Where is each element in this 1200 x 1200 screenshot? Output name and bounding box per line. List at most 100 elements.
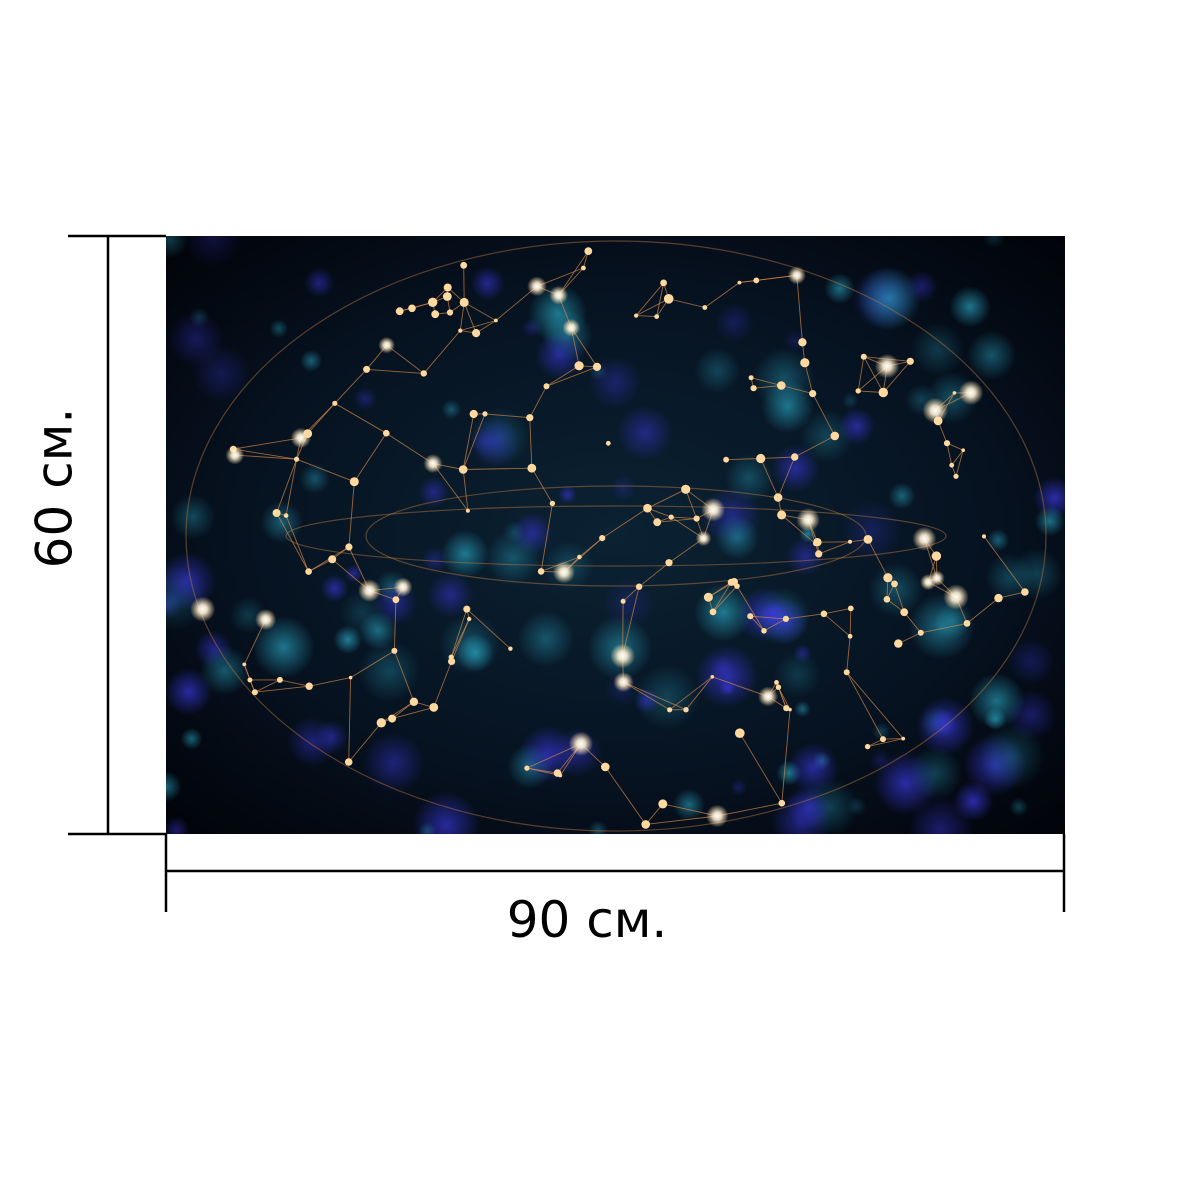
network-node bbox=[809, 390, 817, 398]
network-link bbox=[462, 413, 486, 470]
bokeh-spot bbox=[166, 668, 213, 716]
network-node bbox=[761, 628, 767, 634]
network-node bbox=[693, 515, 700, 522]
bokeh-spot bbox=[794, 700, 811, 718]
network-link bbox=[812, 393, 836, 437]
network-node bbox=[900, 608, 909, 617]
network-node bbox=[605, 440, 611, 446]
network-node bbox=[641, 820, 650, 829]
network-node bbox=[620, 598, 626, 604]
bokeh-spot bbox=[840, 499, 902, 561]
network-node bbox=[423, 454, 443, 474]
network-link bbox=[381, 701, 415, 724]
network-node bbox=[592, 362, 602, 371]
network-link bbox=[966, 597, 999, 624]
network-node bbox=[847, 605, 854, 612]
bokeh-spot bbox=[353, 387, 377, 411]
network-link bbox=[656, 282, 665, 317]
network-link bbox=[867, 539, 889, 578]
network-node bbox=[294, 456, 300, 462]
network-node bbox=[775, 684, 782, 690]
bokeh-spot bbox=[299, 463, 331, 494]
network-node bbox=[508, 646, 513, 651]
network-node bbox=[783, 705, 790, 712]
network-node bbox=[880, 736, 886, 743]
bokeh-spot bbox=[771, 444, 820, 492]
network-node bbox=[467, 616, 472, 622]
bokeh-spot bbox=[170, 494, 216, 540]
network-node bbox=[860, 353, 867, 360]
bokeh-spot bbox=[166, 552, 217, 611]
network-node bbox=[815, 550, 823, 558]
network-link bbox=[529, 386, 547, 418]
network-link bbox=[604, 766, 647, 825]
bokeh-spot bbox=[300, 349, 323, 372]
bokeh-spot bbox=[517, 610, 574, 667]
bokeh-spot bbox=[417, 476, 450, 508]
network-node bbox=[756, 453, 766, 464]
network-link bbox=[526, 767, 558, 774]
network-node bbox=[378, 336, 395, 354]
network-link bbox=[285, 515, 310, 572]
bokeh-spot bbox=[761, 601, 786, 626]
network-link bbox=[432, 463, 469, 511]
bokeh-spot bbox=[838, 407, 876, 445]
network-link bbox=[781, 709, 791, 804]
network-node bbox=[906, 357, 914, 365]
network-node bbox=[830, 431, 840, 441]
network-link bbox=[460, 320, 497, 332]
network-node bbox=[635, 583, 643, 590]
network-link bbox=[622, 586, 640, 602]
height-label: 60 см. bbox=[26, 408, 84, 569]
network-node bbox=[610, 643, 635, 669]
bokeh-spot bbox=[588, 356, 642, 409]
bokeh-spot bbox=[200, 645, 250, 696]
bokeh-spot bbox=[588, 820, 609, 834]
bokeh-spot bbox=[978, 723, 1045, 789]
network-link bbox=[350, 650, 395, 678]
network-link bbox=[334, 369, 367, 404]
network-link bbox=[601, 507, 648, 539]
bokeh-spot bbox=[888, 482, 916, 510]
network-link bbox=[955, 450, 964, 477]
network-node bbox=[553, 769, 562, 777]
network-link bbox=[739, 732, 783, 804]
network-link bbox=[309, 677, 351, 687]
network-link bbox=[846, 672, 904, 739]
bokeh-spot bbox=[930, 709, 958, 736]
network-node bbox=[283, 513, 289, 518]
network-node bbox=[634, 313, 639, 318]
width-label: 90 см. bbox=[507, 891, 668, 949]
network-node bbox=[442, 292, 452, 301]
network-node bbox=[874, 353, 900, 379]
bokeh-spot bbox=[730, 778, 748, 796]
network-node bbox=[408, 304, 416, 313]
network-node bbox=[395, 307, 404, 316]
network-link bbox=[366, 368, 424, 374]
bokeh-spot bbox=[714, 515, 760, 560]
network-node bbox=[643, 503, 652, 513]
network-link bbox=[645, 815, 718, 825]
network-node bbox=[568, 731, 594, 756]
bokeh-spot bbox=[857, 266, 922, 331]
network-node bbox=[448, 657, 456, 665]
network-node bbox=[552, 561, 576, 584]
network-node bbox=[855, 388, 861, 394]
bokeh-spot bbox=[339, 590, 386, 636]
network-link bbox=[846, 636, 851, 673]
network-node bbox=[363, 365, 371, 373]
bokeh-spot bbox=[774, 651, 821, 699]
bokeh-spot bbox=[610, 475, 637, 501]
bokeh-spot bbox=[966, 330, 1017, 381]
bokeh-spot bbox=[1007, 637, 1055, 686]
network-link bbox=[823, 613, 851, 637]
network-node bbox=[526, 414, 534, 422]
network-node bbox=[813, 541, 818, 547]
bokeh-spot bbox=[908, 746, 963, 801]
bokeh-spot bbox=[724, 453, 774, 503]
network-node bbox=[847, 633, 853, 639]
network-node bbox=[787, 266, 806, 285]
network-node bbox=[431, 310, 440, 319]
network-node bbox=[537, 568, 545, 575]
